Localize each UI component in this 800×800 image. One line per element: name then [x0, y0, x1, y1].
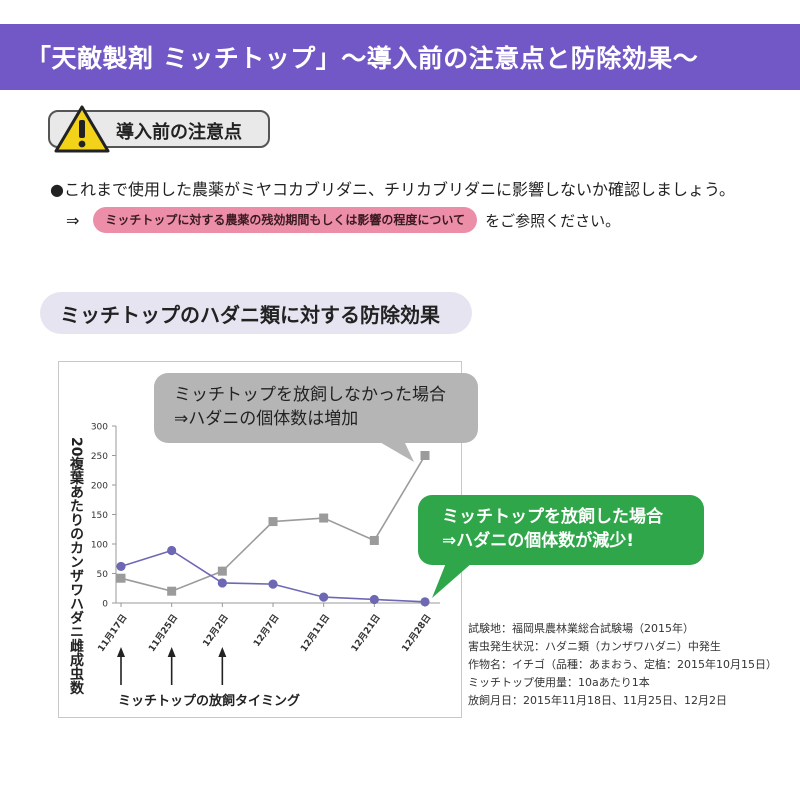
release-line2: ⇒ハダニの個体数が減少!	[442, 531, 634, 551]
y-tick-label: 150	[91, 511, 108, 521]
page-header: 「天敵製剤 ミッチトップ」～導入前の注意点と防除効果～	[0, 24, 800, 90]
no-release-line1: ミッチトップを放飼しなかった場合	[174, 385, 446, 405]
series-1-point	[420, 597, 430, 607]
release-timing-label: ミッチトップの放飼タイミング	[118, 694, 301, 709]
series-0-point	[217, 566, 227, 576]
y-tick-label: 250	[91, 452, 108, 462]
info-line: 作物名：イチゴ（品種：あまおう、定植：2015年10月15日）	[468, 658, 777, 671]
notice-heading-tag: 導入前の注意点	[48, 105, 270, 153]
series-1-point	[268, 579, 278, 589]
y-axis-label: 20複葉あたりのカンザワハダニ雌成虫数	[68, 437, 84, 695]
y-tick-label: 300	[91, 423, 108, 433]
pesticide-effect-link[interactable]: ミッチトップに対する農薬の残効期間もしくは影響の程度について	[93, 207, 478, 233]
series-0-point	[319, 513, 329, 523]
series-0-point	[420, 451, 430, 460]
info-line: ミッチトップ使用量：10aあたり1本	[468, 676, 650, 689]
release-arrow-head	[167, 647, 176, 657]
info-line: 放飼月日：2015年11月18日、11月25日、12月2日	[468, 694, 727, 707]
y-tick-label: 0	[102, 600, 108, 610]
arrow-glyph: ⇒	[66, 210, 80, 230]
notice-reference: ⇒ ミッチトップに対する農薬の残効期間もしくは影響の程度について をご参照くださ…	[66, 206, 620, 234]
x-tick-label: 12月2日	[201, 612, 231, 648]
release-arrow-head	[117, 647, 125, 657]
release-line1: ミッチトップを放飼した場合	[442, 507, 663, 527]
series-1-point	[116, 561, 126, 572]
x-tick-label: 11月17日	[96, 612, 130, 654]
chart-series	[116, 451, 430, 607]
section-title-text: ミッチトップのハダニ類に対する防除効果	[60, 302, 440, 327]
page-title: 「天敵製剤 ミッチトップ」～導入前の注意点と防除効果～	[26, 44, 699, 73]
y-tick-label: 50	[97, 570, 109, 580]
release-callout: ミッチトップを放飼した場合 ⇒ハダニの個体数が減少!	[418, 495, 704, 565]
y-tick-label: 200	[91, 482, 108, 492]
series-1-point	[319, 592, 329, 602]
info-line: 害虫発生状況：ハダニ類（カンザワハダニ）中発生	[468, 640, 721, 653]
x-tick-label: 12月11日	[298, 612, 332, 654]
x-tick-label: 12月7日	[251, 612, 281, 648]
notice-heading: 導入前の注意点	[116, 122, 242, 143]
x-tick-label: 12月21日	[349, 612, 383, 654]
release-arrow-head	[218, 647, 227, 657]
series-1-point	[369, 594, 379, 605]
series-0-point	[116, 573, 126, 583]
series-0-point	[369, 535, 379, 545]
reference-suffix: をご参照ください。	[485, 211, 621, 230]
x-tick-label: 11月25日	[146, 612, 180, 654]
series-1-point	[167, 545, 177, 556]
trial-info: 試験地：福岡県農林業総合試験場（2015年） 害虫発生状況：ハダニ類（カンザワハ…	[468, 620, 777, 710]
section-title: ミッチトップのハダニ類に対する防除効果	[40, 292, 472, 334]
series-1-point	[217, 578, 227, 588]
warning-icon	[54, 105, 110, 153]
x-tick-label: 12月28日	[400, 612, 434, 654]
release-timing-arrows	[117, 647, 227, 685]
no-release-line2: ⇒ハダニの個体数は増加	[174, 409, 359, 429]
notice-bullet: ●これまで使用した農薬がミヤコカブリダニ、チリカブリダニに影響しないか確認しまし…	[50, 180, 736, 199]
chart-axes: 0 50 100 150 200 250 300 11月17日 11月25日 12月2日 12月7日…	[91, 423, 440, 654]
series-0-point	[268, 517, 278, 527]
y-tick-label: 100	[91, 541, 108, 551]
series-0-point	[167, 586, 177, 596]
info-line: 試験地：福岡県農林業総合試験場（2015年）	[468, 622, 694, 635]
no-release-callout: ミッチトップを放飼しなかった場合 ⇒ハダニの個体数は増加	[154, 373, 478, 443]
series-line-1	[120, 549, 426, 603]
